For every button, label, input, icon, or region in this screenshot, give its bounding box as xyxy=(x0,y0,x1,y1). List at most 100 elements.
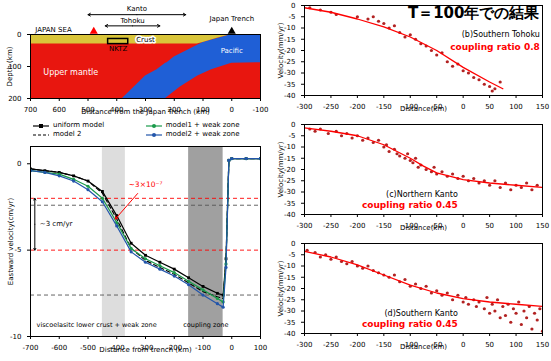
svg-text:-700: -700 xyxy=(23,344,39,352)
svg-text:Depth (km): Depth (km) xyxy=(6,46,14,86)
svg-text:Distance from trench (km): Distance from trench (km) xyxy=(99,346,192,354)
html-text:uniform model: uniform model xyxy=(53,121,105,129)
svg-text:-15: -15 xyxy=(284,273,295,281)
svg-text:coupling ratio 0.45: coupling ratio 0.45 xyxy=(362,200,458,210)
svg-text:Japan Trench: Japan Trench xyxy=(208,15,254,23)
svg-text:~3 cm/yr: ~3 cm/yr xyxy=(40,220,73,228)
svg-text:0: 0 xyxy=(230,106,234,114)
svg-text:600: 600 xyxy=(53,106,66,114)
svg-text:-300: -300 xyxy=(297,103,313,111)
svg-text:50: 50 xyxy=(485,222,494,230)
svg-text:0: 0 xyxy=(291,2,295,10)
svg-text:(b)Southern Tohoku: (b)Southern Tohoku xyxy=(462,30,540,39)
svg-text:0: 0 xyxy=(461,103,465,111)
svg-text:Distance from the Japan Trench: Distance from the Japan Trench (km) xyxy=(81,108,210,116)
svg-text:Upper mantle: Upper mantle xyxy=(43,68,98,77)
svg-text:0: 0 xyxy=(291,240,295,248)
svg-text:viscoelasitc lower crust + wea: viscoelasitc lower crust + weak zone xyxy=(37,320,157,328)
svg-text:-40: -40 xyxy=(284,92,295,100)
svg-text:Distance(km): Distance(km) xyxy=(400,105,447,113)
svg-text:-25: -25 xyxy=(284,177,295,185)
svg-text:Distance(km): Distance(km) xyxy=(400,224,447,232)
html-text:model 2: model 2 xyxy=(53,130,82,138)
svg-text:-10: -10 xyxy=(10,333,21,341)
svg-text:Kanto: Kanto xyxy=(127,5,147,13)
svg-text:-35: -35 xyxy=(284,318,295,326)
svg-text:NKTZ: NKTZ xyxy=(109,45,128,53)
svg-text:-30: -30 xyxy=(284,307,295,315)
svg-text:Tohoku: Tohoku xyxy=(119,17,144,25)
svg-text:-15: -15 xyxy=(284,35,295,43)
svg-text:-600: -600 xyxy=(51,344,67,352)
svg-text:0: 0 xyxy=(461,222,465,230)
svg-text:~3×10⁻⁷: ~3×10⁻⁷ xyxy=(129,180,163,189)
svg-text:-5: -5 xyxy=(289,13,296,21)
svg-text:(c)Northern Kanto: (c)Northern Kanto xyxy=(386,190,458,199)
svg-text:-30: -30 xyxy=(284,188,295,196)
svg-text:100: 100 xyxy=(509,222,522,230)
svg-text:JAPAN SEA: JAPAN SEA xyxy=(34,26,72,34)
svg-text:0: 0 xyxy=(461,341,465,349)
svg-text:-40: -40 xyxy=(284,330,295,338)
svg-text:150: 150 xyxy=(536,341,549,349)
svg-text:-30: -30 xyxy=(284,69,295,77)
svg-text:-300: -300 xyxy=(297,341,313,349)
html-text:model2 + weak zone: model2 + weak zone xyxy=(165,130,240,138)
svg-text:150: 150 xyxy=(536,222,549,230)
svg-text:Pacific: Pacific xyxy=(221,47,243,55)
svg-text:Distance(km): Distance(km) xyxy=(400,343,447,351)
svg-text:-300: -300 xyxy=(297,222,313,230)
svg-text:-5: -5 xyxy=(15,246,22,254)
svg-text:150: 150 xyxy=(536,103,549,111)
svg-text:coupling ratio 0.8: coupling ratio 0.8 xyxy=(450,42,540,52)
svg-text:0: 0 xyxy=(230,344,234,352)
svg-text:-150: -150 xyxy=(376,103,392,111)
svg-text:-250: -250 xyxy=(323,222,339,230)
svg-text:50: 50 xyxy=(485,341,494,349)
svg-text:-5: -5 xyxy=(289,251,296,259)
svg-text:Velocity(mm/yr): Velocity(mm/yr) xyxy=(277,260,285,316)
svg-text:Eastward velocity(cm/yr): Eastward velocity(cm/yr) xyxy=(7,198,15,286)
svg-text:-35: -35 xyxy=(284,80,295,88)
svg-text:50: 50 xyxy=(485,103,494,111)
svg-text:Velocity(mm/yr): Velocity(mm/yr) xyxy=(277,22,285,78)
svg-text:Velocity(mm/yr): Velocity(mm/yr) xyxy=(277,141,285,197)
svg-text:-20: -20 xyxy=(284,166,295,174)
svg-text:-100: -100 xyxy=(195,344,211,352)
svg-text:100: 100 xyxy=(509,341,522,349)
html-text:model1 + weak zone: model1 + weak zone xyxy=(165,121,240,129)
svg-text:-15: -15 xyxy=(284,154,295,162)
svg-text:-35: -35 xyxy=(284,199,295,207)
svg-text:-200: -200 xyxy=(349,341,365,349)
svg-text:-150: -150 xyxy=(376,222,392,230)
svg-text:(d)Southern Kanto: (d)Southern Kanto xyxy=(385,309,458,318)
svg-text:T＝100年での結果: T＝100年での結果 xyxy=(408,4,541,22)
svg-text:-250: -250 xyxy=(323,341,339,349)
svg-text:-20: -20 xyxy=(284,47,295,55)
svg-text:-200: -200 xyxy=(349,103,365,111)
svg-text:100: 100 xyxy=(509,103,522,111)
svg-text:-40: -40 xyxy=(284,211,295,219)
svg-text:0: 0 xyxy=(17,31,21,39)
svg-text:-25: -25 xyxy=(284,296,295,304)
svg-text:100: 100 xyxy=(8,62,22,71)
svg-text:coupling zone: coupling zone xyxy=(183,320,228,328)
svg-text:700: 700 xyxy=(24,106,37,114)
svg-text:-150: -150 xyxy=(376,341,392,349)
svg-text:-10: -10 xyxy=(284,143,295,151)
svg-text:0: 0 xyxy=(17,160,21,168)
svg-text:-500: -500 xyxy=(80,344,96,352)
svg-text:-10: -10 xyxy=(284,262,295,270)
svg-text:200: 200 xyxy=(8,95,21,103)
svg-text:-20: -20 xyxy=(284,285,295,293)
svg-text:-5: -5 xyxy=(289,132,296,140)
svg-text:-25: -25 xyxy=(284,58,295,66)
svg-text:-200: -200 xyxy=(349,222,365,230)
svg-text:0: 0 xyxy=(291,121,295,129)
svg-text:Crust: Crust xyxy=(136,36,155,44)
svg-text:-10: -10 xyxy=(284,24,295,32)
svg-text:-100: -100 xyxy=(253,106,269,114)
svg-text:100: 100 xyxy=(254,344,267,352)
svg-text:-250: -250 xyxy=(323,103,339,111)
svg-text:coupling ratio 0.45: coupling ratio 0.45 xyxy=(362,319,458,329)
